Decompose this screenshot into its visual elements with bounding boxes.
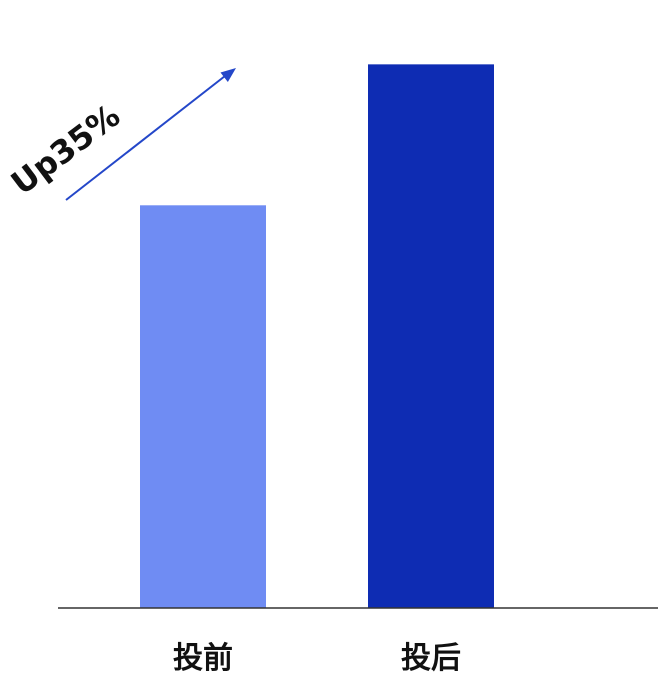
bars-group — [140, 64, 494, 609]
up-arrow-icon — [65, 75, 226, 201]
growth-annotation-text: Up35% — [4, 97, 127, 203]
bar-2 — [368, 64, 494, 609]
category-labels: 投前 投后 — [173, 641, 461, 676]
category-label-2: 投后 — [401, 641, 461, 676]
category-label-1: 投前 — [173, 641, 233, 676]
bar-1 — [140, 205, 266, 608]
growth-annotation: Up35% — [4, 68, 236, 202]
arrow-head-icon — [220, 68, 236, 82]
